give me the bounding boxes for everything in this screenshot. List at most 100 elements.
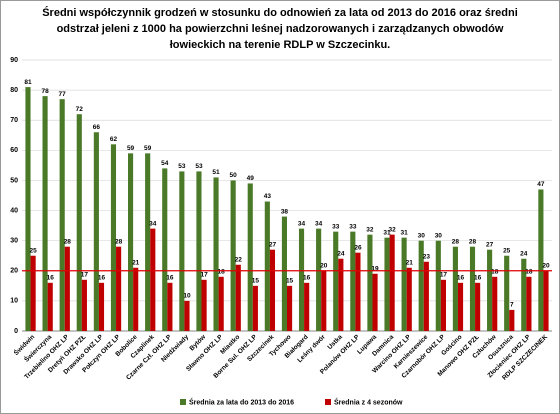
bar [384, 237, 390, 331]
chart-title: łowieckich na terenie RDLP w Szczecinku. [170, 39, 390, 51]
bar [304, 282, 310, 331]
bar [333, 231, 339, 331]
y-tick-label: 50 [10, 177, 18, 184]
value-label: 18 [525, 269, 533, 276]
bar [162, 168, 168, 331]
value-label: 10 [183, 293, 191, 300]
bar [201, 279, 207, 331]
value-label: 16 [474, 275, 482, 282]
bar [367, 234, 373, 331]
bar [235, 264, 241, 331]
value-label: 23 [423, 253, 431, 260]
bar [218, 276, 224, 331]
value-label: 38 [281, 208, 289, 215]
bar [475, 282, 481, 331]
value-label: 22 [235, 256, 243, 263]
value-label: 17 [440, 272, 448, 279]
bar [42, 96, 48, 331]
value-label: 19 [371, 266, 379, 273]
bar [93, 132, 99, 331]
bar [110, 144, 117, 331]
value-label: 53 [195, 163, 203, 170]
value-label: 17 [81, 272, 89, 279]
bar [98, 282, 105, 331]
value-label: 18 [218, 269, 226, 276]
value-label: 26 [354, 244, 362, 251]
bar [264, 201, 270, 331]
bar [59, 99, 65, 332]
value-label: 32 [366, 226, 374, 233]
bar [287, 285, 293, 331]
bar [213, 177, 219, 331]
bar [504, 255, 510, 331]
value-label: 31 [383, 229, 391, 236]
value-label: 49 [247, 175, 255, 182]
bar [469, 246, 476, 331]
y-tick-label: 10 [10, 298, 18, 305]
value-label: 72 [76, 106, 84, 113]
value-label: 21 [406, 259, 414, 266]
bar [457, 282, 464, 331]
value-label: 66 [93, 124, 101, 131]
value-label: 21 [132, 259, 140, 266]
y-tick-label: 70 [10, 117, 18, 124]
bar [372, 273, 378, 331]
value-label: 28 [452, 238, 460, 245]
bar [252, 285, 258, 331]
y-tick-label: 40 [10, 207, 18, 214]
bar [47, 282, 53, 331]
bar [521, 258, 527, 331]
value-label: 18 [491, 269, 499, 276]
value-label: 81 [24, 79, 32, 86]
bar [401, 237, 407, 331]
value-label: 25 [29, 247, 37, 254]
value-label: 33 [349, 223, 357, 230]
bar [281, 216, 287, 331]
y-tick-label: 90 [10, 57, 18, 64]
bar [247, 183, 253, 331]
legend-label: Średnia za lata do 2013 do 2016 [189, 397, 294, 406]
value-label: 20 [320, 262, 328, 269]
value-label: 30 [418, 232, 426, 239]
value-label: 16 [98, 275, 106, 282]
bar [418, 240, 424, 331]
bar [145, 153, 151, 331]
value-label: 50 [230, 172, 238, 179]
y-tick-label: 80 [10, 87, 18, 94]
y-tick-label: 60 [10, 147, 18, 154]
value-label: 17 [200, 272, 208, 279]
bar [338, 258, 344, 331]
value-label: 34 [149, 220, 157, 227]
value-label: 32 [389, 226, 397, 233]
value-label: 28 [64, 238, 72, 245]
y-tick-label: 0 [14, 328, 18, 335]
bar [64, 246, 70, 331]
bar [526, 276, 532, 331]
value-label: 28 [469, 238, 477, 245]
bar [30, 255, 36, 331]
chart-title: Średni współczynnik grodzeń w stosunku d… [42, 6, 518, 19]
bar [298, 228, 305, 331]
bar [440, 279, 446, 331]
value-label: 25 [503, 247, 511, 254]
value-label: 15 [286, 278, 294, 285]
value-label: 27 [269, 241, 277, 248]
bar [76, 114, 82, 331]
bar [389, 234, 395, 331]
bar [452, 246, 458, 331]
value-label: 28 [115, 238, 123, 245]
bar [321, 270, 327, 331]
bar [538, 189, 544, 331]
value-label: 7 [510, 302, 514, 309]
bar [179, 171, 185, 331]
legend-swatch [325, 399, 331, 405]
y-tick-label: 30 [10, 238, 18, 245]
legend-swatch [180, 399, 186, 405]
bar [543, 270, 549, 331]
bar [492, 276, 498, 331]
value-label: 27 [486, 241, 494, 248]
bar [116, 246, 122, 331]
value-label: 24 [337, 250, 345, 257]
value-label: 47 [537, 181, 545, 188]
